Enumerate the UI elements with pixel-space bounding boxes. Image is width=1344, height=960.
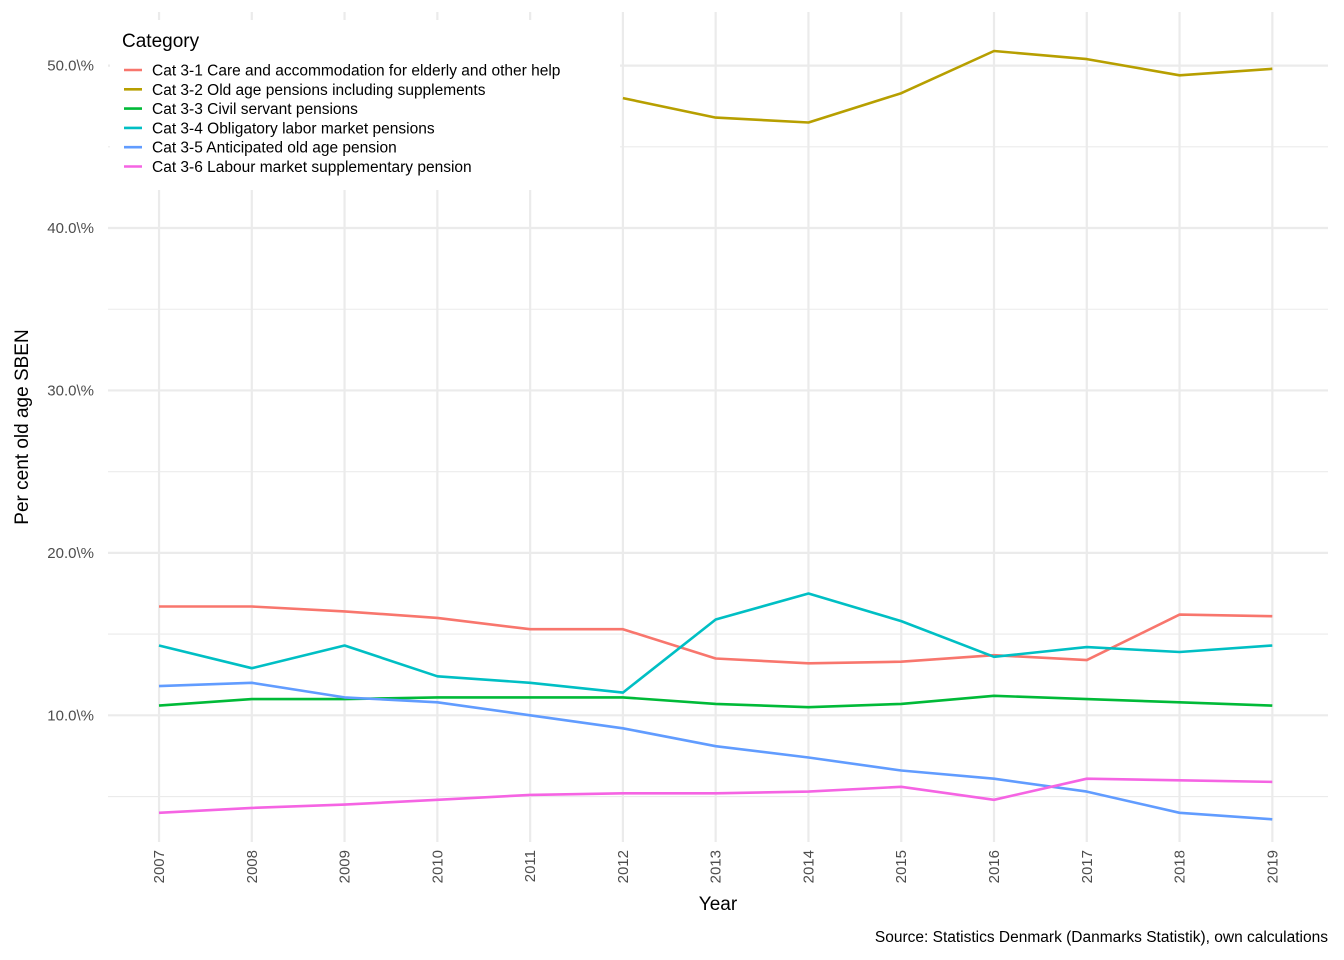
series-line-1 (159, 605, 1273, 665)
y-tick-label: 30.0\% (47, 382, 94, 399)
legend-label-2: Cat 3-2 Old age pensions including suppl… (152, 82, 486, 99)
x-tick-label: 2018 (1172, 850, 1189, 883)
series-lines (158, 49, 1273, 821)
x-tick-label: 2011 (522, 850, 539, 882)
axes: 10.0\% 20.0\% 30.0\% 40.0\% 50.0\% 2007 2008 20… (47, 58, 1281, 884)
series-line-6 (158, 777, 1273, 815)
x-tick-label: 2014 (800, 850, 817, 883)
legend-label-1: Cat 3-1 Care and accommodation for elder… (152, 63, 560, 80)
x-tick-label: 2016 (986, 850, 1003, 883)
series-line-5 (158, 681, 1273, 821)
x-tick-label: 2013 (708, 850, 725, 883)
y-tick-label: 10.0\% (47, 707, 94, 724)
legend-label-6: Cat 3-6 Labour market supplementary pens… (152, 159, 472, 176)
y-tick-label: 40.0\% (47, 220, 94, 237)
legend: Category Cat 3-1 Care and accommodation … (110, 20, 620, 190)
x-tick-label: 2019 (1264, 850, 1281, 883)
legend-label-5: Cat 3-5 Anticipated old age pension (152, 140, 397, 157)
y-axis-title: Per cent old age SBEN (12, 329, 33, 524)
x-axis-title: Year (699, 894, 738, 915)
legend-title: Category (122, 31, 200, 52)
x-tick-label: 2008 (244, 850, 261, 883)
y-tick-label: 50.0\% (47, 58, 94, 75)
chart-caption: Source: Statistics Denmark (Danmarks Sta… (875, 929, 1328, 946)
x-tick-label: 2007 (151, 850, 168, 883)
x-tick-label: 2010 (429, 850, 446, 883)
legend-background (110, 20, 620, 190)
x-tick-label: 2017 (1079, 850, 1096, 883)
x-tick-label: 2015 (893, 850, 910, 883)
series-line-3 (158, 694, 1273, 709)
x-tick-label: 2009 (337, 850, 354, 883)
x-tick-label: 2012 (615, 850, 632, 883)
legend-label-4: Cat 3-4 Obligatory labor market pensions (152, 120, 435, 137)
y-tick-label: 20.0\% (47, 545, 94, 562)
series-line-2 (622, 49, 1273, 124)
legend-label-3: Cat 3-3 Civil servant pensions (152, 101, 358, 118)
series-line-4 (158, 592, 1273, 694)
grid-lines (108, 12, 1328, 842)
